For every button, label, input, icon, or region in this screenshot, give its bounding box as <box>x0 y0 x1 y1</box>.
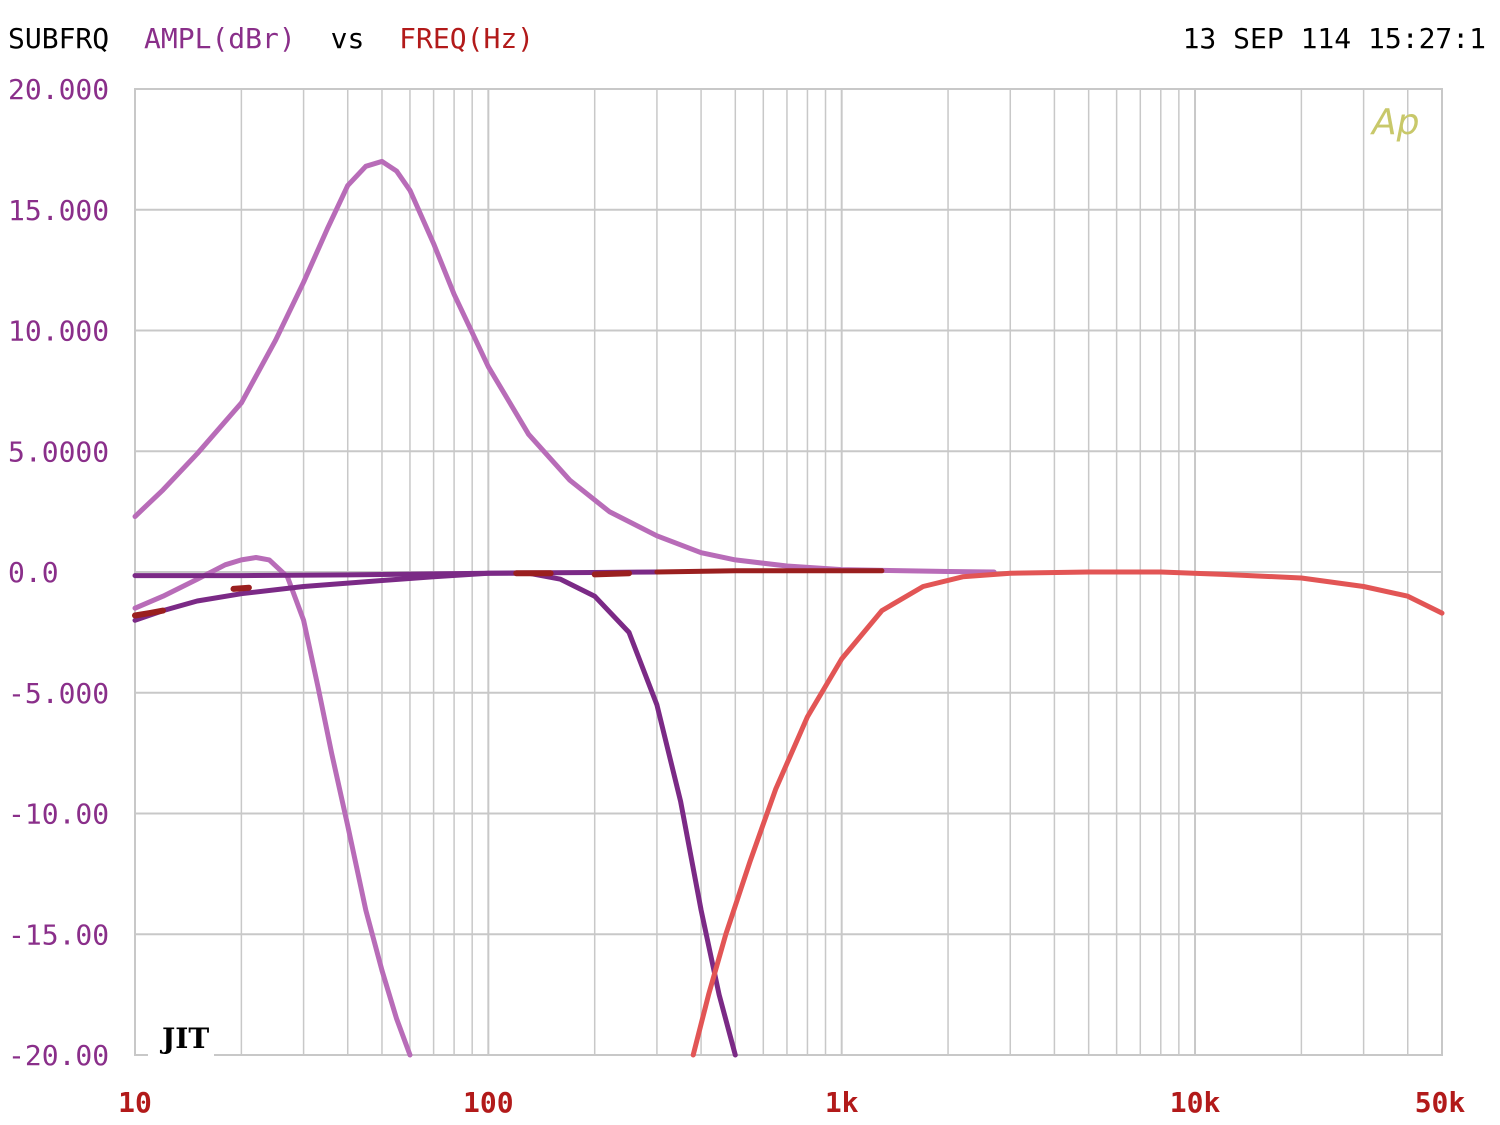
series-line-9 <box>654 568 885 575</box>
series-line-10 <box>690 569 1445 1058</box>
y-tick-label: 10.000 <box>8 315 109 348</box>
x-tick-label: 100 <box>463 1086 514 1119</box>
series-line-1 <box>132 158 997 575</box>
y-tick-labels: 20.000 15.000 10.000 5.0000 0.0 -5.000 -10.00 -… <box>8 73 109 1072</box>
signature: JIT <box>159 1022 209 1055</box>
y-tick-label: -15.00 <box>8 918 109 951</box>
ap-logo: Ap <box>1370 102 1419 143</box>
y-tick-label: 20.000 <box>8 73 109 106</box>
series-line-5 <box>132 607 166 619</box>
x-tick-labels: 10 100 1k 10k 50k <box>118 1086 1465 1119</box>
title-x-label: FREQ(Hz) <box>399 22 534 55</box>
x-tick-label: 1k <box>825 1086 859 1119</box>
chart-title: SUBFRQ AMPL(dBr) vs FREQ(Hz) <box>8 22 534 55</box>
series-layer <box>132 158 1445 1058</box>
title-prefix: SUBFRQ <box>8 22 109 55</box>
y-tick-label: -10.00 <box>8 798 109 831</box>
timestamp: 13 SEP 114 15:27:1 <box>1183 22 1486 55</box>
title-vs: vs <box>331 22 365 55</box>
signature-background <box>148 1016 214 1056</box>
x-tick-label: 10 <box>118 1086 152 1119</box>
x-tick-label: 50k <box>1415 1086 1466 1119</box>
y-tick-label: 15.000 <box>8 194 109 227</box>
x-tick-label: 10k <box>1170 1086 1221 1119</box>
y-tick-label: -20.00 <box>8 1039 109 1072</box>
y-tick-label: 0.0 <box>8 556 59 589</box>
y-tick-label: -5.000 <box>8 677 109 710</box>
y-tick-label: 5.0000 <box>8 435 109 468</box>
title-y-label: AMPL(dBr) <box>144 22 296 55</box>
series-line-4 <box>132 569 660 579</box>
series-line-6 <box>230 584 252 592</box>
series-line-2 <box>132 555 413 1058</box>
series-line-8 <box>591 570 632 578</box>
